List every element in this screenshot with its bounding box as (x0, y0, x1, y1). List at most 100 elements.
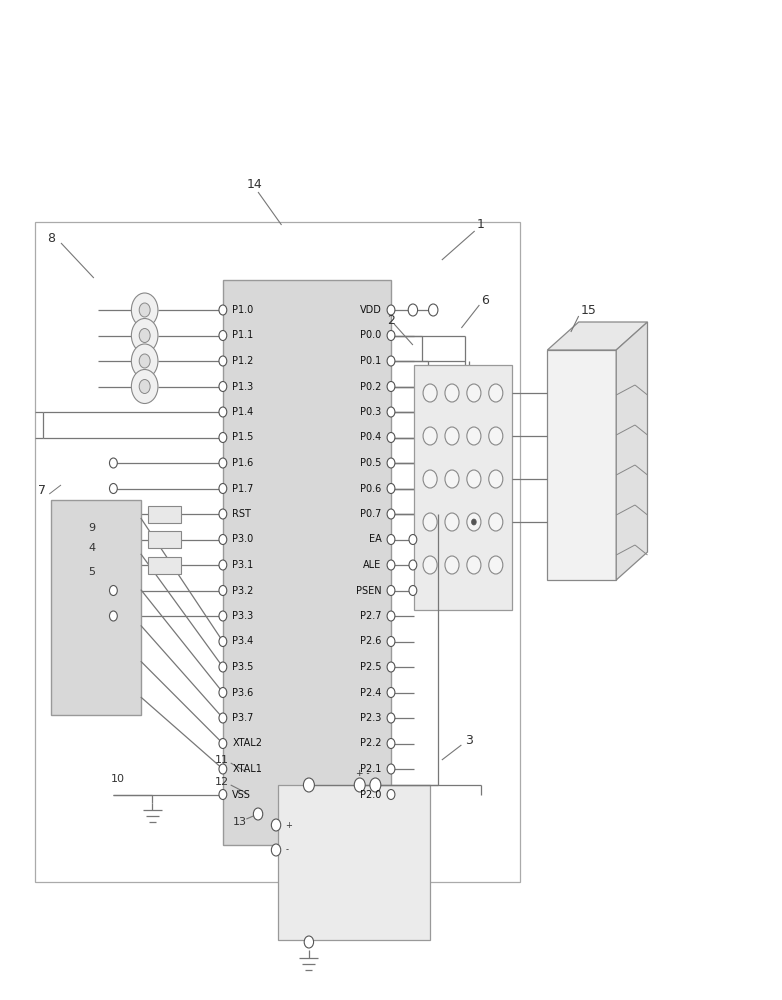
Circle shape (408, 304, 418, 316)
Circle shape (139, 354, 150, 368)
Text: P1.4: P1.4 (232, 407, 253, 417)
Circle shape (271, 844, 281, 856)
Circle shape (139, 303, 150, 317)
Text: P2.7: P2.7 (361, 611, 382, 621)
Circle shape (109, 484, 117, 494)
Text: P1.3: P1.3 (232, 382, 253, 392)
Circle shape (467, 513, 481, 531)
Polygon shape (547, 322, 647, 350)
Text: PSEN: PSEN (356, 585, 382, 595)
Circle shape (387, 305, 395, 315)
Circle shape (219, 382, 227, 392)
Circle shape (423, 556, 437, 574)
Text: P0.6: P0.6 (361, 484, 382, 494)
Circle shape (445, 384, 459, 402)
Circle shape (271, 819, 281, 831)
Circle shape (387, 738, 395, 748)
Circle shape (219, 534, 227, 544)
Text: EA: EA (369, 534, 382, 544)
Bar (278, 785, 430, 940)
Circle shape (387, 407, 395, 417)
Circle shape (423, 427, 437, 445)
Text: P0.4: P0.4 (361, 432, 382, 442)
Circle shape (219, 356, 227, 366)
Circle shape (409, 534, 417, 544)
Bar (148, 506, 181, 522)
Bar (547, 350, 616, 580)
Text: P3.2: P3.2 (232, 585, 253, 595)
Circle shape (445, 427, 459, 445)
Circle shape (219, 637, 227, 647)
Circle shape (409, 585, 417, 595)
Circle shape (109, 458, 117, 468)
Circle shape (467, 470, 481, 488)
Circle shape (304, 936, 314, 948)
Circle shape (219, 484, 227, 494)
Text: 14: 14 (246, 178, 262, 192)
Text: P2.4: P2.4 (361, 688, 382, 698)
Circle shape (370, 778, 381, 792)
Circle shape (423, 384, 437, 402)
Circle shape (387, 662, 395, 672)
Circle shape (219, 790, 227, 800)
Bar (51, 500, 141, 715)
Text: 12: 12 (215, 777, 229, 787)
Circle shape (219, 662, 227, 672)
Circle shape (219, 305, 227, 315)
Text: P2.0: P2.0 (361, 790, 382, 800)
Circle shape (387, 637, 395, 647)
Text: XTAL1: XTAL1 (232, 764, 262, 774)
Circle shape (219, 738, 227, 748)
Text: P1.2: P1.2 (232, 356, 253, 366)
Bar (148, 531, 181, 548)
Text: P1.1: P1.1 (232, 330, 253, 340)
Circle shape (423, 470, 437, 488)
Bar (35, 222, 520, 882)
Text: P1.0: P1.0 (232, 305, 253, 315)
Text: 15: 15 (580, 304, 596, 316)
Text: P2.1: P2.1 (361, 764, 382, 774)
Bar (414, 365, 512, 610)
Circle shape (423, 513, 437, 531)
Text: 1: 1 (477, 219, 485, 232)
Circle shape (131, 369, 158, 404)
Circle shape (467, 556, 481, 574)
Text: RST: RST (232, 509, 251, 519)
Circle shape (219, 330, 227, 340)
Circle shape (109, 585, 117, 595)
Text: P0.0: P0.0 (361, 330, 382, 340)
Circle shape (387, 688, 395, 698)
Circle shape (303, 778, 314, 792)
Circle shape (387, 356, 395, 366)
Bar (148, 556, 181, 574)
Circle shape (445, 470, 459, 488)
Circle shape (467, 384, 481, 402)
Text: P3.3: P3.3 (232, 611, 253, 621)
Text: P2.5: P2.5 (361, 662, 382, 672)
Text: P1.7: P1.7 (232, 484, 253, 494)
Circle shape (387, 713, 395, 723)
Circle shape (445, 556, 459, 574)
Text: P1.5: P1.5 (232, 432, 253, 442)
Circle shape (387, 458, 395, 468)
Text: VDD: VDD (360, 305, 382, 315)
Text: P0.7: P0.7 (361, 509, 382, 519)
Text: P0.5: P0.5 (361, 458, 382, 468)
Circle shape (219, 458, 227, 468)
Circle shape (409, 560, 417, 570)
Text: P0.3: P0.3 (361, 407, 382, 417)
Text: +: + (285, 820, 292, 830)
Circle shape (387, 790, 395, 800)
Text: 5: 5 (88, 567, 95, 577)
Circle shape (489, 470, 503, 488)
Circle shape (219, 560, 227, 570)
Text: ALE: ALE (364, 560, 382, 570)
Circle shape (387, 611, 395, 621)
Text: XTAL2: XTAL2 (232, 738, 262, 748)
Circle shape (131, 344, 158, 378)
Circle shape (489, 427, 503, 445)
Text: VSS: VSS (232, 790, 251, 800)
Circle shape (387, 764, 395, 774)
Circle shape (219, 509, 227, 519)
Circle shape (139, 379, 150, 394)
